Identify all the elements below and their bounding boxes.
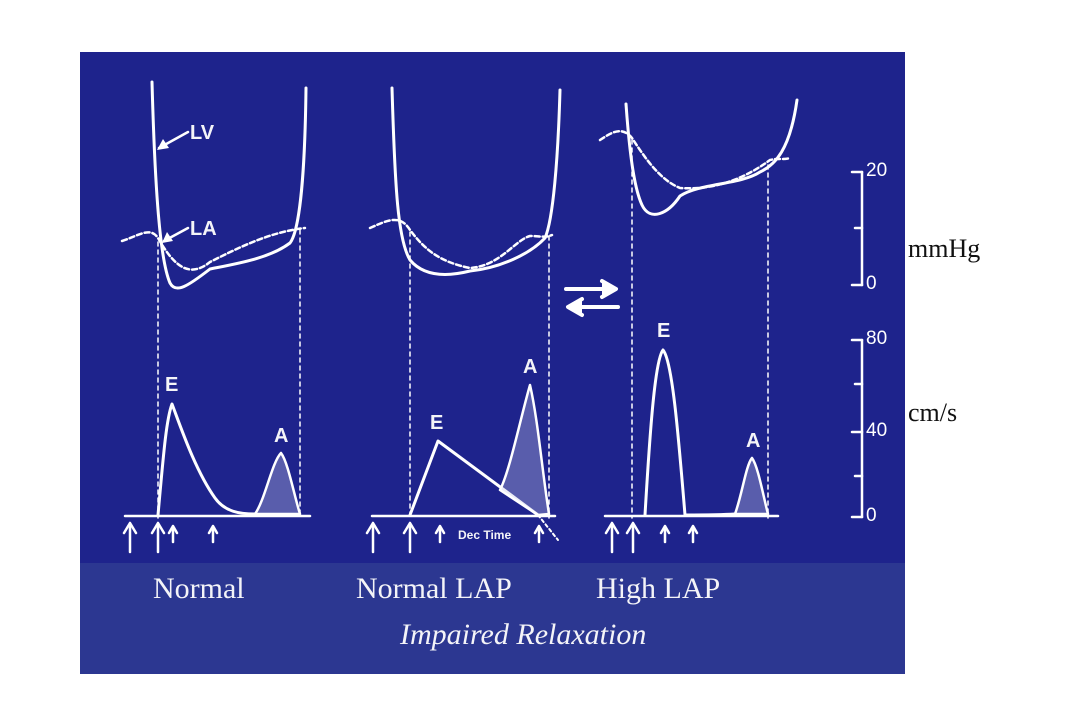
caption-normal-lap: Normal LAP	[356, 572, 512, 605]
e-wave	[156, 402, 257, 517]
panel-normal	[120, 80, 312, 554]
la-pressure-curve	[368, 218, 554, 270]
a-wave	[253, 451, 302, 516]
velocity-tick-80: 80	[866, 328, 888, 349]
a-wave	[733, 456, 770, 516]
lv-pressure-curve	[624, 98, 799, 216]
la-pressure-curve	[120, 226, 307, 271]
caption-band	[80, 563, 905, 674]
velocity-unit-label: cm/s	[908, 398, 958, 427]
pressure-tick-20: 20	[866, 160, 888, 181]
pressure-unit-label: mmHg	[908, 234, 981, 263]
la-pressure-curve	[598, 130, 792, 190]
pressure-tick-0: 0	[866, 273, 877, 294]
a-wave-label: A	[746, 430, 761, 452]
caption-high-lap: High LAP	[596, 572, 721, 605]
timing-arrows	[365, 521, 545, 554]
timing-arrows	[122, 521, 219, 554]
lv-pressure-curve	[390, 86, 562, 276]
la-label: LA	[190, 218, 217, 240]
lv-pressure-curve	[150, 80, 308, 290]
lv-pointer-arrowhead	[157, 139, 169, 150]
lv-label: LV	[190, 122, 215, 144]
la-pointer-arrowhead	[162, 232, 173, 243]
e-wave-label: E	[657, 320, 671, 342]
panel-high-lap	[598, 98, 799, 554]
e-wave	[408, 439, 540, 517]
a-wave	[498, 383, 551, 517]
velocity-tick-40: 40	[866, 420, 888, 441]
dec-time-label: Dec Time	[458, 528, 512, 542]
pressure-scale-bracket	[850, 170, 864, 287]
velocity-tick-0: 0	[866, 505, 877, 526]
transition-arrows	[564, 279, 620, 317]
e-wave	[643, 348, 737, 517]
e-wave-label: E	[165, 374, 179, 396]
caption-normal: Normal	[153, 572, 245, 605]
panel-normal-lap	[365, 86, 562, 554]
a-wave-label: A	[274, 425, 289, 447]
deceleration-extension	[537, 514, 559, 541]
a-wave-label: A	[523, 356, 538, 378]
e-wave-label: E	[430, 412, 444, 434]
subtitle-impaired-relaxation: Impaired Relaxation	[400, 618, 647, 651]
velocity-scale-bracket	[850, 338, 864, 519]
timing-arrows	[604, 521, 699, 554]
